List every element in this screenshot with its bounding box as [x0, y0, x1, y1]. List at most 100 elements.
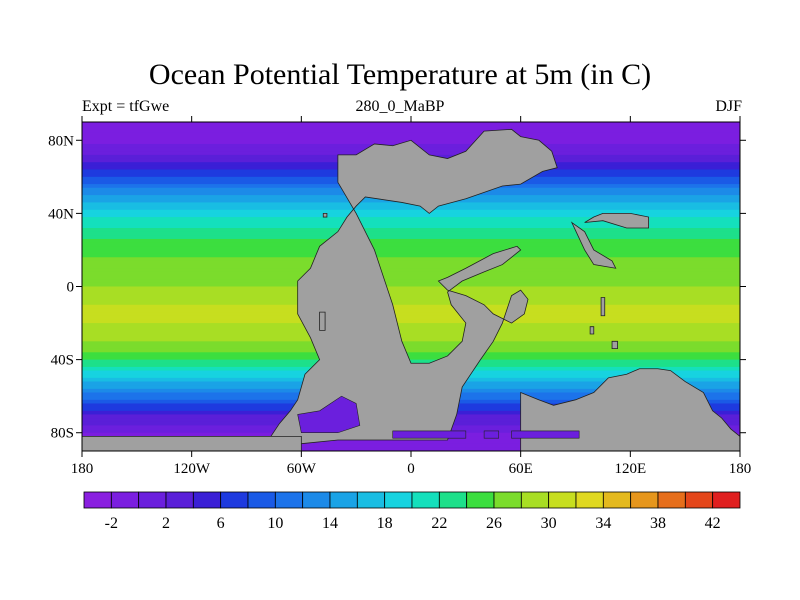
- land-main-continent: [267, 128, 558, 445]
- colorbar-label: 6: [217, 515, 225, 532]
- colorbar-label: -2: [105, 515, 118, 532]
- y-tick-label: 40N: [48, 206, 74, 222]
- colorbar-box: [384, 491, 413, 509]
- ocean-band: [82, 231, 740, 236]
- ocean-band: [82, 326, 740, 331]
- center-string: 280_0_MaBP: [355, 98, 445, 115]
- x-tick-label: 120E: [614, 461, 646, 477]
- ocean-band: [82, 260, 740, 266]
- ocean-band: [82, 275, 740, 280]
- colorbar-box: [220, 491, 249, 509]
- colorbar-box: [83, 491, 112, 509]
- ocean-band: [82, 301, 740, 306]
- land-mask: [82, 128, 740, 451]
- ocean-band: [82, 268, 740, 273]
- ocean-band: [82, 264, 740, 269]
- ocean-band: [82, 125, 740, 130]
- ocean-band: [82, 352, 740, 357]
- ocean-band: [82, 217, 740, 222]
- colorbar-box: [329, 491, 358, 509]
- x-tick-label: 120W: [173, 461, 211, 477]
- colorbar-box: [192, 491, 222, 509]
- colorbar-box: [247, 491, 276, 509]
- land-island-small-a: [600, 297, 606, 317]
- ocean-band: [82, 290, 740, 295]
- cold-patch-strip-3: [511, 430, 580, 439]
- colorbar: -2 2 6 10 14 18 22 26 30 34 38 42: [83, 491, 741, 532]
- land-island-small-d: [589, 326, 595, 335]
- ocean-band: [82, 319, 740, 324]
- x-tick-label: 180: [71, 461, 94, 477]
- colorbar-box: [274, 491, 304, 509]
- colorbar-box: [110, 491, 140, 509]
- ocean-band: [82, 330, 740, 335]
- land-antarctic-strip: [82, 435, 302, 451]
- y-tick-label: 40S: [51, 353, 74, 369]
- colorbar-box: [630, 491, 659, 509]
- ocean-band: [82, 228, 740, 233]
- ocean-band: [82, 206, 740, 211]
- colorbar-label: 38: [650, 515, 666, 532]
- y-axis: 80N 40N 0 40S 80S: [48, 133, 746, 442]
- colorbar-box: [602, 491, 632, 509]
- colorbar-label: 42: [705, 515, 721, 532]
- land-island-small-e: [611, 340, 618, 350]
- ocean-band: [82, 122, 740, 127]
- colorbar-label: 30: [541, 515, 557, 532]
- colorbar-label: 26: [486, 515, 502, 532]
- ocean-band: [82, 253, 740, 258]
- colorbar-box: [466, 491, 495, 509]
- ocean-band: [82, 293, 740, 298]
- colorbar-label: 34: [595, 515, 611, 532]
- ocean-band: [82, 323, 740, 328]
- ocean-band: [82, 304, 740, 309]
- cold-patch-strip-2: [483, 430, 500, 439]
- ocean-band: [82, 337, 740, 342]
- ocean-band: [82, 443, 740, 448]
- colorbar-box: [520, 491, 550, 509]
- y-tick-label: 80S: [51, 426, 74, 442]
- land-island-small-c: [322, 212, 328, 218]
- colorbar-label: 18: [377, 515, 393, 532]
- colorbar-box: [411, 491, 440, 509]
- colorbar-label: 22: [431, 515, 447, 532]
- ocean-band: [82, 297, 740, 302]
- x-tick-label: 180: [729, 461, 752, 477]
- ocean-band: [82, 286, 740, 291]
- ocean-band: [82, 238, 740, 244]
- ocean-band: [82, 213, 740, 218]
- y-tick-label: 0: [67, 280, 75, 296]
- ocean-band: [82, 334, 740, 339]
- colorbar-label: 14: [322, 515, 338, 532]
- colorbar-box: [684, 491, 714, 509]
- x-tick-label: 60E: [509, 461, 533, 477]
- land-asia-block: [584, 212, 650, 229]
- chart-title: Ocean Potential Temperature at 5m (in C): [148, 58, 652, 91]
- ocean-band: [82, 308, 740, 313]
- ocean-band: [82, 355, 740, 361]
- ocean-band: [82, 242, 740, 247]
- ocean-band: [82, 359, 740, 364]
- cold-patch-weddell: [297, 395, 361, 434]
- ocean-band: [82, 129, 740, 134]
- colorbar-box: [356, 491, 386, 509]
- ocean-band: [82, 282, 740, 287]
- colorbar-box: [165, 491, 194, 509]
- ocean-band: [82, 224, 740, 229]
- ocean-band: [82, 132, 740, 138]
- colorbar-box: [548, 491, 577, 509]
- y-tick-label: 80N: [48, 133, 74, 149]
- x-tick-label: 60W: [287, 461, 317, 477]
- ocean-band: [82, 220, 740, 225]
- colorbar-label: 2: [162, 515, 170, 532]
- x-axis: 180 120W 60W 0 60E 120E 180: [71, 116, 752, 477]
- colorbar-box: [138, 491, 167, 509]
- colorbar-box: [493, 491, 522, 509]
- ocean-band: [82, 279, 740, 284]
- ocean-band: [82, 235, 740, 240]
- left-string: Expt = tfGwe: [82, 98, 170, 115]
- colorbar-box: [712, 491, 741, 509]
- land-island-small-b: [319, 311, 326, 331]
